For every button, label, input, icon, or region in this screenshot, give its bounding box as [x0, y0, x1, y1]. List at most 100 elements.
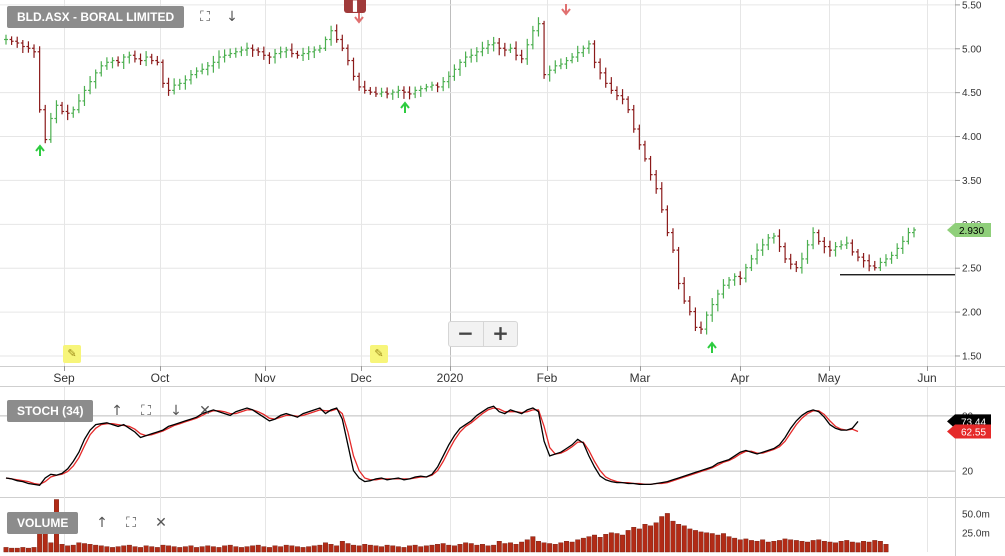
price-bar — [273, 48, 278, 64]
volume-bar — [771, 541, 777, 553]
volume-bar — [227, 544, 233, 553]
price-bar — [805, 239, 810, 264]
price-bar — [32, 44, 37, 58]
volume-tick-label: 25.0m — [962, 529, 990, 540]
price-bar — [261, 46, 266, 60]
price-bar — [497, 37, 502, 56]
price-bar — [822, 237, 827, 254]
price-bar — [144, 51, 149, 67]
price-bar — [435, 82, 440, 93]
price-bar — [469, 48, 474, 63]
x-tick-label: Sep — [53, 371, 75, 385]
volume-bar — [592, 534, 597, 553]
price-bar — [284, 46, 289, 58]
pencil-icon[interactable]: ✎ — [370, 345, 388, 363]
price-bar — [441, 77, 446, 92]
volume-bar — [339, 541, 345, 553]
volume-bar — [468, 543, 474, 553]
price-bar — [626, 96, 631, 114]
volume-bar — [558, 542, 564, 553]
volume-bar — [149, 546, 155, 553]
event-flag-icon[interactable]: ❚ — [344, 0, 366, 13]
close-icon[interactable]: ✕ — [199, 403, 211, 419]
price-bar — [351, 57, 356, 81]
volume-bar — [855, 542, 861, 553]
volume-bar — [70, 544, 76, 553]
volume-bar — [642, 524, 648, 553]
price-bar — [839, 240, 844, 250]
volume-bar — [463, 542, 469, 553]
axes: Sep Oct Nov Dec 2020 Feb Mar Apr May Jun 5.50 5.00 4… — [53, 0, 991, 540]
price-bar — [323, 36, 328, 51]
volume-bar — [838, 541, 844, 553]
volume-bar — [569, 541, 575, 553]
price-bar — [205, 62, 210, 76]
price-bar — [295, 50, 300, 59]
expand-icon[interactable]: ⛶ — [200, 9, 210, 25]
price-bar — [654, 170, 659, 194]
price-bar — [743, 263, 748, 283]
x-tick-label: Nov — [254, 371, 275, 385]
volume-bar — [636, 528, 642, 553]
volume-bar — [48, 542, 54, 553]
volume-bar — [687, 528, 693, 553]
volume-bar — [345, 543, 351, 553]
price-bar — [110, 57, 115, 69]
volume-bar — [631, 527, 637, 553]
volume-bar — [216, 547, 222, 553]
down-arrow-icon[interactable]: ↓ — [170, 403, 182, 419]
price-bar — [222, 49, 227, 63]
price-bar — [407, 86, 412, 100]
volume-bar — [760, 539, 766, 553]
volume-bar — [401, 547, 407, 553]
price-bar — [676, 246, 681, 290]
volume-bar — [608, 532, 614, 553]
price-bar — [188, 69, 193, 85]
price-bar — [687, 296, 692, 316]
volume-bar — [166, 545, 172, 553]
price-bar — [93, 69, 98, 89]
price-bar — [642, 140, 647, 162]
volume-bar — [295, 546, 300, 553]
pencil-icon[interactable]: ✎ — [63, 345, 81, 363]
volume-bar — [407, 545, 412, 553]
up-arrow-icon[interactable]: ↑ — [111, 403, 123, 419]
volume-bar — [793, 540, 799, 553]
up-arrow-icon[interactable]: ↑ — [96, 515, 108, 531]
volume-bar — [541, 542, 547, 553]
price-bar — [474, 47, 479, 63]
buy-signal-arrow-icon — [35, 144, 45, 156]
volume-bar — [59, 544, 65, 553]
zoom-controls: − + — [448, 321, 518, 347]
x-tick-label: Mar — [630, 371, 651, 385]
price-bar — [233, 47, 238, 58]
price-bar — [850, 239, 855, 256]
price-bar — [889, 251, 894, 264]
volume-bar — [323, 542, 328, 553]
price-bar — [160, 59, 165, 88]
price-bar — [783, 242, 788, 264]
price-bar — [15, 36, 20, 48]
volume-bar — [233, 546, 239, 553]
zoom-out-button[interactable]: − — [457, 321, 474, 345]
volume-bar — [625, 530, 631, 553]
zoom-in-button[interactable]: + — [483, 322, 517, 346]
arrow-head — [561, 8, 571, 16]
volume-bar — [715, 534, 721, 553]
volume-bar — [423, 545, 429, 553]
expand-icon[interactable]: ⛶ — [126, 515, 136, 531]
down-arrow-icon[interactable]: ↓ — [226, 9, 238, 25]
close-icon[interactable]: ✕ — [155, 515, 167, 531]
expand-icon[interactable]: ⛶ — [141, 403, 151, 419]
volume-bar — [98, 545, 104, 553]
volume-bar — [721, 533, 726, 553]
price-bar — [536, 17, 541, 37]
arrow-head — [354, 16, 364, 24]
price-bar — [104, 57, 109, 70]
volume-bar — [272, 545, 278, 553]
price-bar — [721, 279, 726, 299]
price-bar — [867, 254, 872, 272]
volume-bar — [474, 544, 480, 553]
volume-bar — [3, 547, 9, 553]
